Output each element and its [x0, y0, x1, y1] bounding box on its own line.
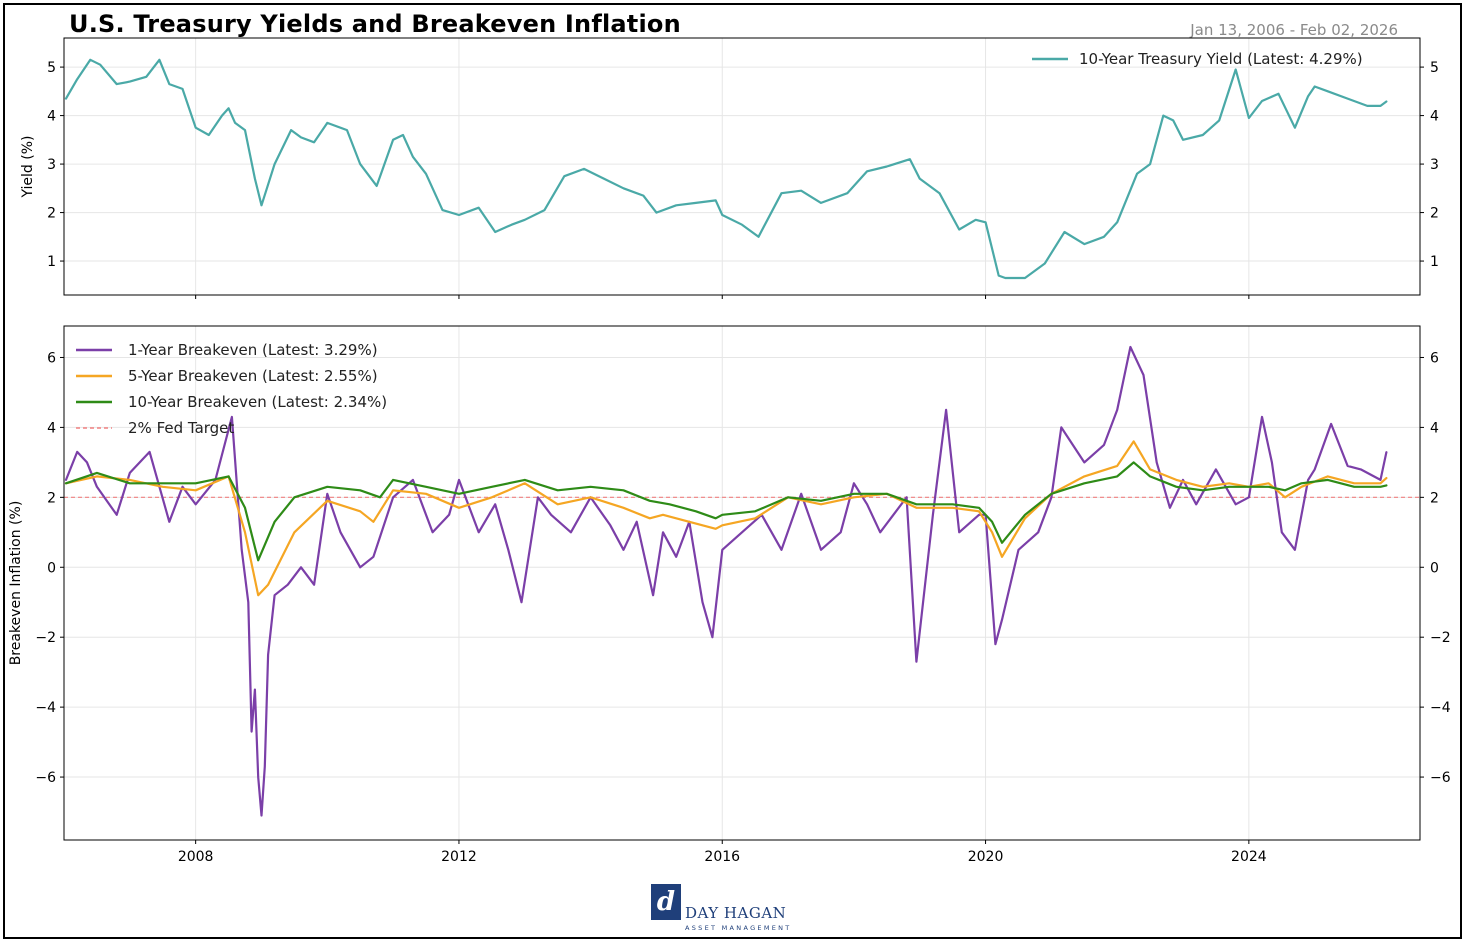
breakeven-panel: −6 −6 −4 −4 −2 −2 0 0 2 2 4 4 6 6 2008 2012 2016 2020 2024…: [8, 325, 1451, 865]
breakeven-xtick-label-2012: 2012: [441, 849, 477, 865]
breakeven-series-1-line: [64, 440, 1388, 597]
breakeven-ytick-label-left: −4: [35, 700, 56, 716]
yield-series-0-line: [64, 58, 1388, 280]
yield-ytick-label-left: 5: [47, 60, 56, 76]
chart-frame: U.S. Treasury Yields and Breakeven Infla…: [3, 3, 1462, 939]
yield-panel: 1 1 2 2 3 3 4 4 5 5 Yield (%) 10-Year Treasury Yiel…: [20, 37, 1439, 299]
breakeven-ytick-label-left: 0: [47, 560, 56, 576]
yield-ytick-label-left: 4: [47, 109, 56, 125]
page-title: U.S. Treasury Yields and Breakeven Infla…: [69, 10, 681, 38]
breakeven-ytick-label-right: −6: [1430, 770, 1451, 786]
yield-ytick-label-right: 2: [1430, 206, 1439, 222]
breakeven-legend-label-1: 5-Year Breakeven (Latest: 2.55%): [128, 367, 378, 385]
logo-subtitle: ASSET MANAGEMENT: [685, 924, 792, 932]
breakeven-xtick-label-2016: 2016: [704, 849, 740, 865]
breakeven-series-0-line: [64, 345, 1388, 817]
yield-legend-label-0: 10-Year Treasury Yield (Latest: 4.29%): [1079, 50, 1363, 68]
breakeven-xtick-label-2020: 2020: [968, 849, 1004, 865]
breakeven-ytick-label-right: 4: [1430, 420, 1439, 436]
breakeven-legend-label-2: 10-Year Breakeven (Latest: 2.34%): [128, 393, 387, 411]
breakeven-ytick-label-left: 4: [47, 420, 56, 436]
breakeven-xtick-label-2008: 2008: [178, 849, 214, 865]
date-range: Jan 13, 2006 - Feb 02, 2026: [1190, 21, 1398, 39]
breakeven-ytick-label-right: −2: [1430, 630, 1451, 646]
breakeven-ylabel: Breakeven Inflation (%): [8, 501, 24, 666]
breakeven-series-2-line: [64, 461, 1388, 562]
yield-ytick-label-right: 4: [1430, 109, 1439, 125]
breakeven-ytick-label-left: 6: [47, 350, 56, 366]
yield-ytick-label-left: 2: [47, 206, 56, 222]
yield-ytick-label-right: 1: [1430, 254, 1439, 270]
yield-axes-frame: [63, 37, 1421, 296]
breakeven-ytick-label-right: 2: [1430, 490, 1439, 506]
yield-ytick-label-left: 1: [47, 254, 56, 270]
breakeven-ytick-label-left: −6: [35, 770, 56, 786]
breakeven-ytick-label-left: −2: [35, 630, 56, 646]
logo-name: DAY HAGAN: [685, 904, 787, 922]
day-hagan-logo: d DAY HAGAN ASSET MANAGEMENT: [651, 884, 791, 934]
breakeven-xtick-label-2024: 2024: [1231, 849, 1267, 865]
breakeven-legend-label-0: 1-Year Breakeven (Latest: 3.29%): [128, 341, 378, 359]
breakeven-axes-frame: [63, 325, 1421, 841]
breakeven-ytick-label-left: 2: [47, 490, 56, 506]
logo-mark: d: [651, 884, 681, 920]
breakeven-legend-label-3: 2% Fed Target: [128, 419, 234, 437]
breakeven-ytick-label-right: 6: [1430, 350, 1439, 366]
yield-ytick-label-right: 3: [1430, 157, 1439, 173]
yield-ytick-label-right: 5: [1430, 60, 1439, 76]
breakeven-ytick-label-right: −4: [1430, 700, 1451, 716]
breakeven-ytick-label-right: 0: [1430, 560, 1439, 576]
yield-ylabel: Yield (%): [20, 135, 36, 198]
yield-ytick-label-left: 3: [47, 157, 56, 173]
